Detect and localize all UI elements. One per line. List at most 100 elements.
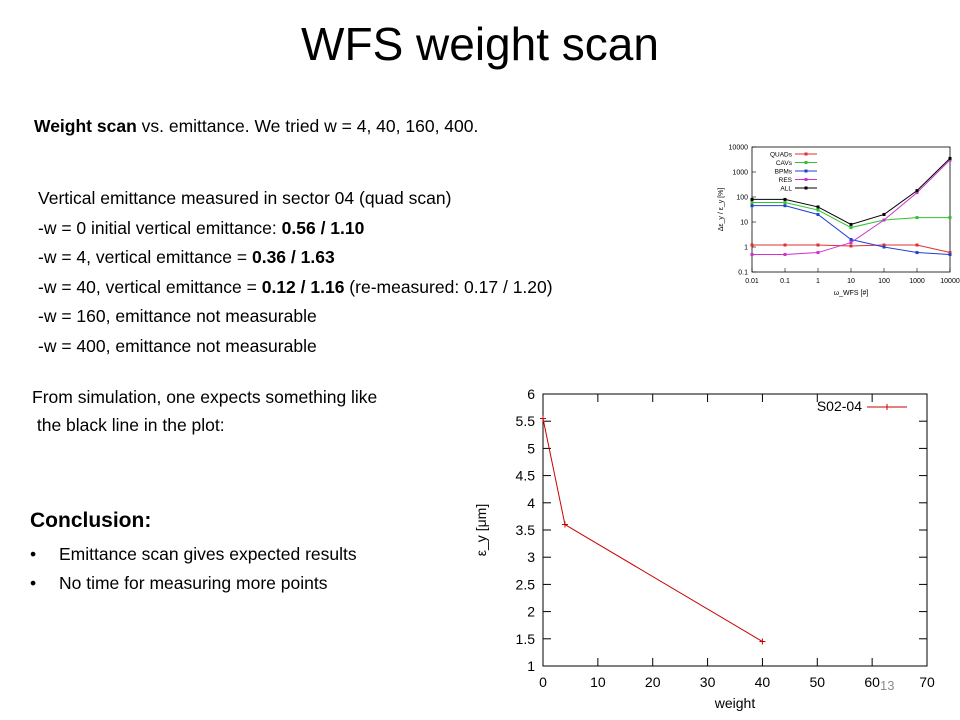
x-tick-label: 30 <box>700 674 716 690</box>
legend-marker <box>804 169 808 173</box>
y-tick-label: 1000 <box>732 170 748 177</box>
legend-marker <box>804 178 808 181</box>
legend-label: RES <box>779 177 793 184</box>
emittance-line: -w = 40, vertical emittance = 0.12 / 1.1… <box>38 273 553 303</box>
emittance-line: -w = 160, emittance not measurable <box>38 302 553 332</box>
measurement-chart: 11.522.533.544.555.560 10 20 30 40 50 60 70weig… <box>473 386 935 711</box>
data-point <box>816 212 820 216</box>
data-point <box>849 244 853 248</box>
data-point <box>561 521 568 528</box>
y-tick-label: 2.5 <box>516 576 536 592</box>
data-point <box>915 189 919 193</box>
x-tick-label: 10 <box>847 278 855 285</box>
data-point <box>948 251 952 255</box>
legend-marker <box>804 152 808 156</box>
y-tick-label: 5.5 <box>516 413 536 429</box>
y-tick-label: 10 <box>740 220 748 227</box>
x-tick-label: 1000 <box>909 278 925 285</box>
x-tick-label: 0 <box>539 674 547 690</box>
em-note: (re-measured: 0.17 / 1.20) <box>344 276 553 297</box>
y-tick-label: 100 <box>736 195 748 202</box>
intro-bold: Weight scan <box>34 116 137 136</box>
data-point <box>816 243 820 247</box>
y-tick-label: 6 <box>527 386 535 402</box>
x-tick-label: 100 <box>878 278 890 285</box>
data-point <box>882 245 886 249</box>
conclusion-list: Emittance scan gives expected results No… <box>30 540 357 597</box>
x-tick-label: 10000 <box>940 278 960 285</box>
data-point <box>750 243 754 247</box>
data-point <box>783 197 787 201</box>
data-point <box>948 156 952 160</box>
data-point <box>750 201 754 205</box>
data-point <box>948 216 952 220</box>
legend-marker <box>804 186 808 190</box>
x-axis-label: weight <box>714 695 756 711</box>
em-text: -w = 4, vertical emittance = <box>38 247 252 268</box>
emittance-measurements: Vertical emittance measured in sector 04… <box>38 184 553 362</box>
em-value: 0.12 / 1.16 <box>261 276 345 297</box>
data-point <box>540 415 546 422</box>
data-point <box>783 204 787 208</box>
x-tick-label: 1 <box>816 278 820 285</box>
x-axis-label: ω_WFS [#] <box>834 290 869 297</box>
data-point <box>783 253 787 257</box>
data-point <box>849 241 853 245</box>
data-point <box>882 243 886 247</box>
em-value: 0.36 / 1.63 <box>251 247 335 268</box>
data-point <box>750 197 754 201</box>
emittance-line: -w = 0 initial vertical emittance: 0.56 … <box>38 214 553 244</box>
data-point <box>816 208 820 212</box>
y-tick-label: 10000 <box>729 145 749 152</box>
em-value: 0.56 / 1.10 <box>281 217 365 238</box>
data-point <box>759 638 766 645</box>
y-tick-label: 2 <box>527 604 535 620</box>
data-point <box>948 158 952 162</box>
em-text: -w = 40, vertical emittance = <box>38 276 262 297</box>
conclusion-heading: Conclusion: <box>30 509 152 532</box>
y-tick-label: 1 <box>527 658 535 674</box>
simulation-line-2: the black line in the plot: <box>32 415 225 435</box>
data-point <box>849 222 853 226</box>
intro-line: Weight scan vs. emittance. We tried w = … <box>34 116 478 137</box>
x-tick-label: 0.1 <box>780 278 790 285</box>
data-point <box>915 216 919 220</box>
data-point <box>783 201 787 205</box>
x-tick-label: 0.01 <box>745 278 759 285</box>
y-axis-label: Δε_y / ε_y [%] <box>718 188 725 232</box>
y-tick-label: 4 <box>527 495 535 511</box>
legend-label: BPMs <box>775 169 793 176</box>
emittance-line: -w = 4, vertical emittance = 0.36 / 1.63 <box>38 243 553 273</box>
x-tick-label: 40 <box>755 674 771 690</box>
emittance-line: Vertical emittance measured in sector 04… <box>38 184 553 214</box>
data-point <box>750 253 754 257</box>
x-tick-label: 70 <box>919 674 935 690</box>
data-point <box>849 237 853 241</box>
em-text: Vertical emittance measured in sector 04… <box>38 188 452 208</box>
data-point <box>816 251 820 255</box>
x-tick-label: 60 <box>864 674 880 690</box>
data-point <box>915 191 919 195</box>
legend-marker <box>804 161 808 164</box>
em-text: -w = 0 initial vertical emittance: <box>38 217 282 238</box>
y-tick-label: 3.5 <box>516 522 536 538</box>
legend-label: QUADs <box>770 152 793 159</box>
simulation-line-1: From simulation, one expects something l… <box>32 387 378 407</box>
data-point <box>849 226 853 230</box>
y-tick-label: 5 <box>527 440 535 456</box>
intro-rest: vs. emittance. We tried w = 4, 40, 160, … <box>136 116 479 136</box>
y-tick-label: 1.5 <box>516 631 536 647</box>
simulation-note: From simulation, one expects something l… <box>32 383 377 439</box>
legend-label: ALL <box>780 186 792 193</box>
emittance-line: -w = 400, emittance not measurable <box>38 332 553 362</box>
data-point <box>915 243 919 247</box>
data-point <box>915 251 919 255</box>
legend-marker <box>884 404 890 410</box>
conclusion-bullet: No time for measuring more points <box>30 569 357 598</box>
legend-label: S02-04 <box>817 398 862 414</box>
x-tick-label: 20 <box>645 674 661 690</box>
legend-label: CAVs <box>776 160 793 167</box>
data-point <box>816 205 820 209</box>
em-text: -w = 400, emittance not measurable <box>38 335 317 356</box>
